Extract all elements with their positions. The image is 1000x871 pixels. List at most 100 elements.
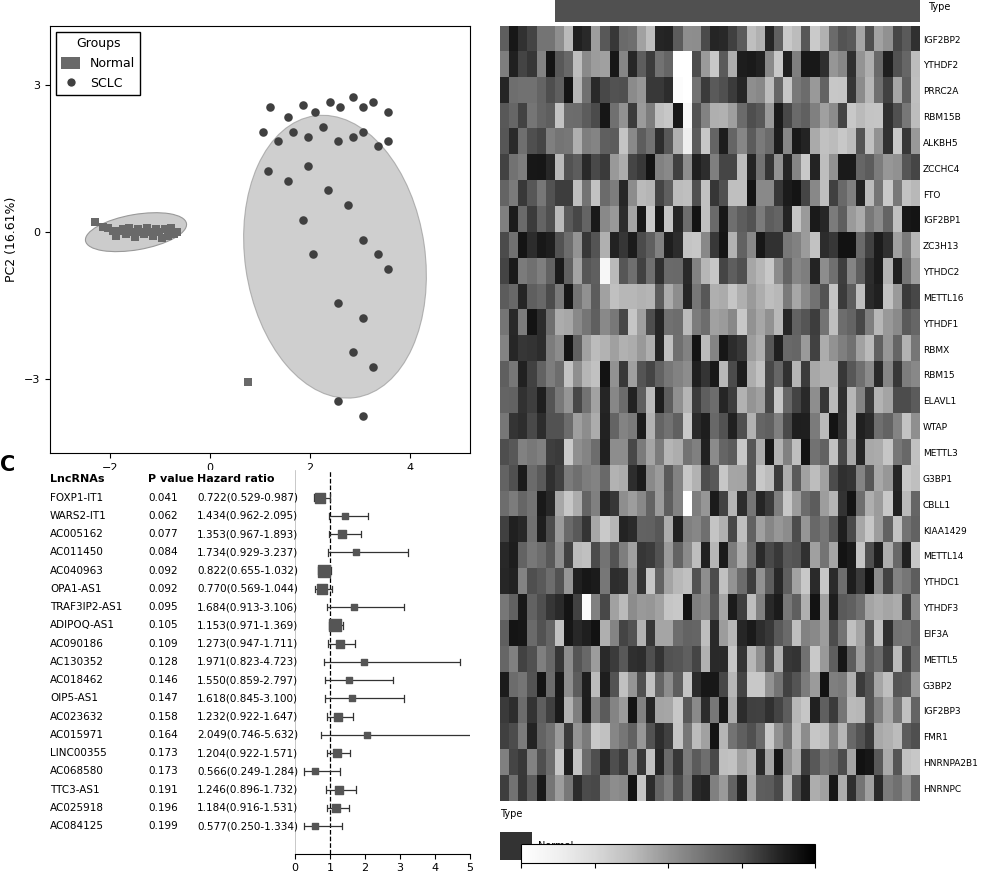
Text: AC023632: AC023632: [50, 712, 104, 722]
Point: [354, 125, 370, 138]
Y-axis label: PC2 (16.61%): PC2 (16.61%): [5, 197, 18, 282]
Point: [356, 655, 372, 669]
Point: [105, 224, 120, 238]
Ellipse shape: [85, 213, 187, 252]
Text: 1.618(0.845-3.100): 1.618(0.845-3.100): [197, 693, 298, 704]
Point: [330, 395, 346, 408]
Text: 0.105: 0.105: [148, 620, 178, 631]
Point: [111, 224, 127, 238]
X-axis label: PC1 (50.61%): PC1 (50.61%): [217, 478, 303, 491]
Point: [280, 173, 296, 187]
Point: [320, 184, 336, 198]
Point: [370, 139, 386, 153]
Text: 0.577(0.250-1.334): 0.577(0.250-1.334): [197, 821, 298, 831]
Point: [300, 130, 316, 144]
Text: AC015971: AC015971: [50, 730, 104, 740]
Point: [332, 100, 348, 114]
Text: FOXP1-IT1: FOXP1-IT1: [50, 493, 103, 503]
Text: 0.077: 0.077: [148, 530, 178, 539]
Point: [100, 221, 116, 235]
Text: 1.353(0.967-1.893): 1.353(0.967-1.893): [197, 530, 298, 539]
Text: 1.246(0.896-1.732): 1.246(0.896-1.732): [197, 785, 298, 794]
Point: [118, 227, 134, 241]
Text: 2.049(0.746-5.632): 2.049(0.746-5.632): [197, 730, 298, 740]
Point: [145, 229, 161, 243]
Text: OPA1-AS1: OPA1-AS1: [50, 584, 102, 594]
Text: 0.109: 0.109: [148, 638, 178, 649]
Point: [294, 213, 310, 226]
Text: AC018462: AC018462: [50, 675, 104, 685]
Text: LncRNAs: LncRNAs: [50, 475, 104, 484]
Point: [364, 95, 380, 109]
Point: [139, 221, 155, 235]
Point: [262, 100, 278, 114]
Point: [341, 673, 357, 687]
Text: 0.722(0.529-0.987): 0.722(0.529-0.987): [197, 493, 298, 503]
Point: [354, 100, 370, 114]
Text: 1.273(0.947-1.711): 1.273(0.947-1.711): [197, 638, 298, 649]
Point: [280, 110, 296, 124]
Text: 1.684(0.913-3.106): 1.684(0.913-3.106): [197, 602, 298, 612]
Text: LINC00355: LINC00355: [50, 748, 107, 759]
Point: [294, 98, 310, 111]
Text: Hazard ratio: Hazard ratio: [197, 475, 274, 484]
Point: [370, 247, 386, 261]
Text: 0.147: 0.147: [148, 693, 178, 704]
Point: [332, 637, 348, 651]
Point: [330, 134, 346, 148]
Text: 0.191: 0.191: [148, 785, 178, 794]
Point: [340, 199, 356, 213]
Point: [130, 222, 146, 236]
Text: 0.062: 0.062: [148, 511, 178, 521]
Text: 1.204(0.922-1.571): 1.204(0.922-1.571): [197, 748, 298, 759]
Point: [364, 360, 380, 374]
Point: [312, 490, 328, 504]
Text: TTC3-AS1: TTC3-AS1: [50, 785, 100, 794]
Ellipse shape: [244, 115, 426, 398]
Point: [136, 227, 152, 241]
Point: [380, 105, 396, 119]
Point: [322, 95, 338, 109]
Text: AC040963: AC040963: [50, 565, 104, 576]
Point: [328, 801, 344, 815]
Point: [307, 765, 323, 779]
Text: 0.041: 0.041: [148, 493, 178, 503]
Text: TRAF3IP2-AS1: TRAF3IP2-AS1: [50, 602, 122, 612]
Point: [151, 225, 167, 239]
Point: [354, 409, 370, 423]
Text: P value: P value: [148, 475, 194, 484]
Point: [124, 225, 140, 239]
Text: AC005162: AC005162: [50, 530, 104, 539]
Text: 0.770(0.569-1.044): 0.770(0.569-1.044): [197, 584, 298, 594]
Point: [316, 564, 332, 577]
Text: 1.550(0.859-2.797): 1.550(0.859-2.797): [197, 675, 298, 685]
Point: [344, 692, 360, 706]
Text: AC025918: AC025918: [50, 803, 104, 813]
Point: [348, 545, 364, 559]
Text: OIP5-AS1: OIP5-AS1: [50, 693, 98, 704]
Point: [380, 262, 396, 276]
Text: 1.971(0.823-4.723): 1.971(0.823-4.723): [197, 657, 298, 667]
Point: [354, 233, 370, 246]
Text: 0.128: 0.128: [148, 657, 178, 667]
Point: [240, 375, 256, 388]
Text: AC130352: AC130352: [50, 657, 104, 667]
Point: [304, 247, 320, 261]
Text: 0.164: 0.164: [148, 730, 178, 740]
Point: [260, 164, 276, 178]
Point: [314, 582, 330, 596]
Text: 1.184(0.916-1.531): 1.184(0.916-1.531): [197, 803, 298, 813]
Text: 1.434(0.962-2.095): 1.434(0.962-2.095): [197, 511, 298, 521]
Point: [157, 222, 173, 236]
Point: [344, 346, 360, 360]
Point: [254, 125, 270, 138]
Text: 1.734(0.929-3.237): 1.734(0.929-3.237): [197, 548, 298, 557]
Point: [154, 231, 170, 245]
Text: WARS2-IT1: WARS2-IT1: [50, 511, 107, 521]
Point: [380, 134, 396, 148]
Point: [330, 710, 346, 724]
Point: [166, 226, 182, 240]
Point: [169, 225, 185, 239]
Point: [307, 105, 323, 119]
Point: [284, 125, 300, 138]
